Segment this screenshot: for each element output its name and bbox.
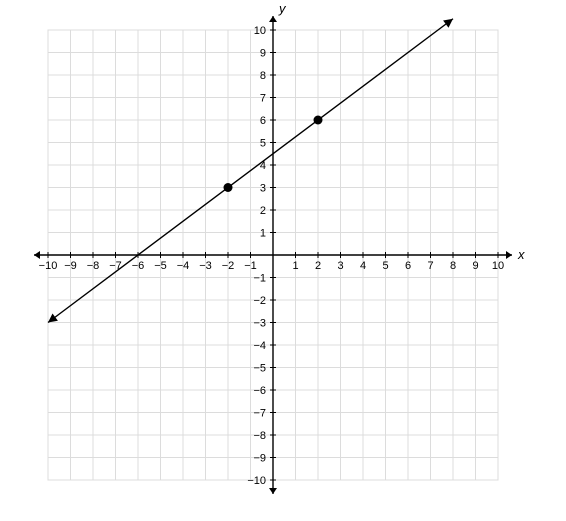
y-tick-label: −5 <box>253 363 266 375</box>
x-tick-label: 6 <box>405 260 411 272</box>
x-tick-label: −5 <box>154 260 167 272</box>
y-tick-label: 2 <box>260 205 266 217</box>
y-tick-label: 6 <box>260 115 266 127</box>
y-tick-label: −4 <box>253 340 266 352</box>
x-tick-label: 8 <box>450 260 456 272</box>
y-tick-label: −3 <box>253 318 266 330</box>
x-tick-label: 9 <box>472 260 478 272</box>
x-tick-label: −6 <box>132 260 145 272</box>
x-tick-label: 5 <box>382 260 388 272</box>
y-tick-label: −8 <box>253 430 266 442</box>
y-tick-label: −9 <box>253 453 266 465</box>
x-tick-label: 4 <box>360 260 366 272</box>
y-tick-label: −6 <box>253 385 266 397</box>
x-tick-label: −2 <box>222 260 235 272</box>
x-tick-label: 3 <box>337 260 343 272</box>
y-tick-label: −10 <box>247 475 266 487</box>
x-tick-label: −3 <box>199 260 212 272</box>
x-tick-label: 10 <box>492 260 504 272</box>
x-tick-label: 1 <box>292 260 298 272</box>
y-tick-label: −7 <box>253 408 266 420</box>
data-point <box>224 183 233 192</box>
y-tick-label: −1 <box>253 273 266 285</box>
y-tick-label: 3 <box>260 183 266 195</box>
x-tick-label: 2 <box>315 260 321 272</box>
y-tick-label: 1 <box>260 228 266 240</box>
x-tick-label: −9 <box>64 260 77 272</box>
chart-svg: −10−9−8−7−6−5−4−3−2−112345678910−10−9−8−… <box>0 0 566 521</box>
y-tick-label: 7 <box>260 93 266 105</box>
y-tick-label: −2 <box>253 295 266 307</box>
x-tick-label: −4 <box>177 260 190 272</box>
y-axis-label: y <box>278 1 287 16</box>
y-tick-label: 5 <box>260 138 266 150</box>
y-tick-label: 8 <box>260 70 266 82</box>
x-axis-label: x <box>517 247 525 262</box>
x-tick-label: −8 <box>87 260 100 272</box>
line-chart: −10−9−8−7−6−5−4−3−2−112345678910−10−9−8−… <box>0 0 566 521</box>
y-tick-label: 9 <box>260 48 266 60</box>
y-tick-label: 10 <box>254 25 266 37</box>
x-tick-label: −7 <box>109 260 122 272</box>
x-tick-label: 7 <box>427 260 433 272</box>
data-point <box>314 116 323 125</box>
x-tick-label: −10 <box>39 260 58 272</box>
x-tick-label: −1 <box>244 260 257 272</box>
